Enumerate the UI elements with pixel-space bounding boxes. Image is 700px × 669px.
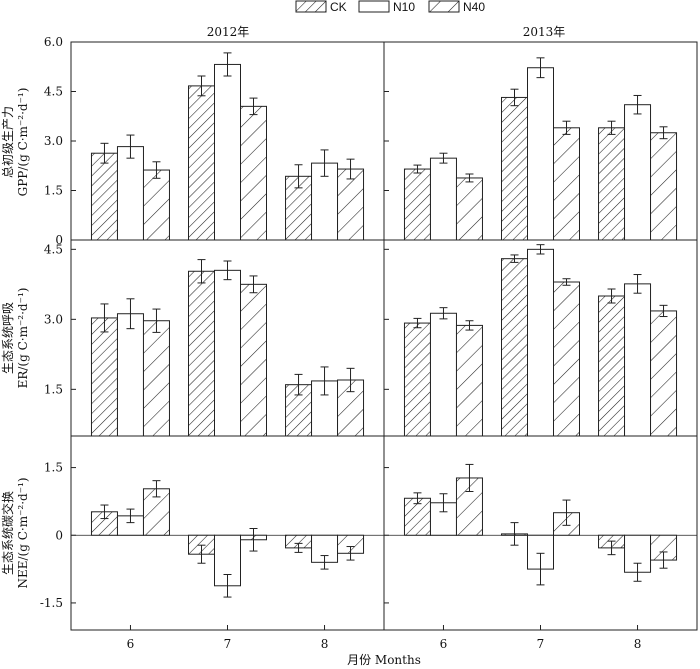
bar-n40 (240, 105, 267, 241)
bar-ck (403, 322, 431, 437)
bar-ck (285, 175, 313, 241)
bar-n10 (116, 313, 144, 437)
x-axis-label: 月份 Months (347, 653, 421, 667)
bar-n10 (527, 67, 554, 241)
ylabel-gpp-en: GPP/(g C·m⁻²·d⁻¹) (16, 88, 30, 197)
y-tick-label: 4.5 (44, 85, 63, 99)
bar-n40 (142, 320, 170, 437)
bar-ck (403, 168, 431, 241)
ylabel-er: 生态系统呼吸 ER/(g C·m⁻²·d⁻¹) (1, 288, 30, 389)
bar-ck (90, 317, 118, 437)
x-tick-label: 8 (634, 637, 642, 651)
legend-label-n10: N10 (393, 0, 415, 14)
bar-n40 (650, 132, 678, 241)
bar-ck (90, 152, 118, 241)
ylabel-nee-cn: 生态系统碳交换 (0, 491, 15, 575)
bar-ck (598, 295, 626, 437)
bar-ck (501, 258, 528, 437)
y-tick-label: 1.5 (44, 184, 63, 198)
ylabel-nee: 生态系统碳交换 NEE/(g C·m⁻²·d⁻¹) (0, 477, 30, 588)
bar-n40 (337, 168, 365, 241)
y-tick-label: 3.0 (44, 134, 63, 148)
ylabel-nee-en: NEE/(g C·m⁻²·d⁻¹) (16, 477, 30, 588)
bar-n40 (142, 169, 170, 241)
legend-label-ck: CK (330, 0, 347, 14)
bar-n10 (429, 157, 457, 241)
bar-ck (188, 85, 215, 241)
x-tick-label: 6 (127, 637, 135, 651)
bar-n40 (455, 177, 483, 241)
bar-n40 (553, 127, 580, 241)
x-tick-label: 8 (321, 637, 329, 651)
x-tick-label: 7 (537, 637, 545, 651)
y-tick-label: 1.5 (44, 382, 63, 396)
y-tick-label: 4.5 (44, 242, 63, 256)
bar-ck (598, 127, 626, 241)
bar-n10 (429, 312, 457, 437)
bar-n40 (650, 310, 678, 437)
y-tick-label: 0 (55, 528, 63, 542)
y-tick-label: 1.5 (44, 461, 63, 475)
legend-label-n40: N40 (463, 0, 485, 14)
ylabel-gpp-cn: 总初级生产力 (1, 106, 15, 178)
bar-n10 (624, 283, 652, 437)
ylabel-gpp: 总初级生产力 GPP/(g C·m⁻²·d⁻¹) (1, 88, 30, 197)
bar-n40 (240, 283, 267, 437)
legend: CK N10 N40 (295, 0, 485, 14)
legend-swatch-ck (295, 0, 327, 13)
bar-n40 (455, 324, 483, 437)
y-tick-label: 3.0 (44, 312, 63, 326)
bar-n10 (624, 104, 652, 241)
bar-ck (403, 497, 431, 536)
bar-n10 (214, 63, 241, 241)
panel-title-2012: 2012年 (207, 25, 250, 39)
y-tick-label: 6.0 (44, 35, 63, 49)
bar-n10 (214, 269, 241, 437)
x-tick-label: 6 (440, 637, 448, 651)
bar-n10 (116, 146, 144, 241)
y-tick-label: -1.5 (40, 596, 63, 610)
legend-swatch-n10 (358, 0, 390, 13)
bar-n40 (553, 281, 580, 437)
ylabel-er-en: ER/(g C·m⁻²·d⁻¹) (16, 288, 30, 389)
legend-swatch-n40 (428, 0, 460, 13)
panel-title-2013: 2013年 (523, 25, 566, 39)
bar-n10 (527, 248, 554, 437)
chart-marks: 0 1.5 3.0 4.5 6.0 1.5 3.0 4.5 -1.5 0 1.5 6 7 8 6 7 8 (40, 35, 697, 651)
ylabel-er-cn: 生态系统呼吸 (1, 302, 15, 374)
bar-ck (501, 96, 528, 241)
y-tick-label: 0 (55, 233, 63, 247)
x-tick-label: 7 (224, 637, 232, 651)
bar-ck (188, 270, 215, 437)
